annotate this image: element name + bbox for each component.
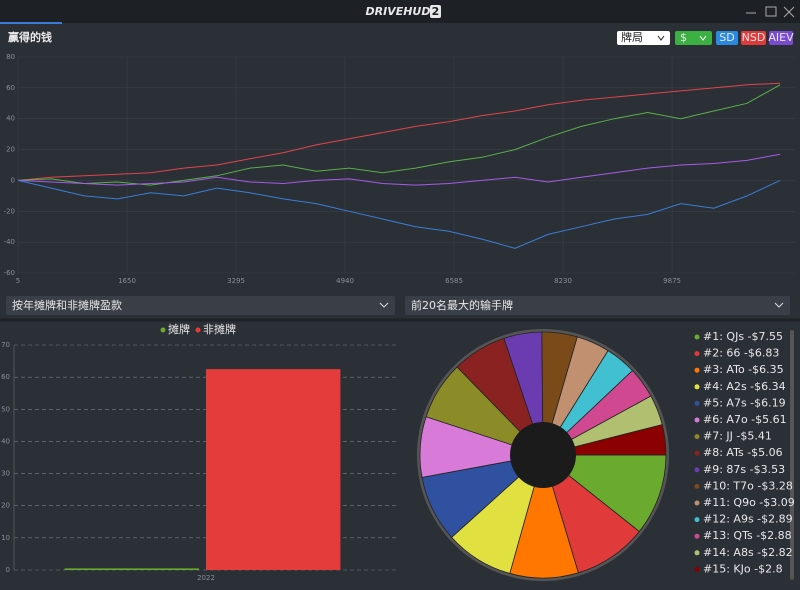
dropdown-text: 前20名最大的输手牌 [411,298,513,312]
x-tick-label: 5 [16,277,20,285]
x-tick-label: 6585 [445,277,463,285]
logo: DRIVEHUD [366,5,431,18]
dropdown[interactable] [405,296,790,315]
y-tick-label: 30 [1,470,10,478]
maximize[interactable] [765,6,777,17]
button-label: SD [719,31,734,44]
bar [206,369,341,570]
legend-swatch [195,327,201,333]
dropdown-arrow [774,302,784,308]
y-tick-label: 40 [1,437,10,445]
y-tick-label: 20 [1,502,10,510]
x-tick-label: 4940 [336,277,354,285]
y-tick-label: 60 [6,84,15,92]
y-tick-label: 0 [11,176,15,184]
x-tick-label: 3295 [227,277,245,285]
currency-select-text: $ [680,31,687,44]
series-line [17,84,781,186]
legend-swatch [694,434,700,440]
series-line [17,179,781,249]
legend-swatch [694,550,700,556]
legend-swatch [694,384,700,390]
legend-label: #10: T7o -$3.28 [703,479,793,492]
legend-label: 非摊牌 [203,322,236,336]
dropdown[interactable] [6,296,395,315]
legend-label: #11: Q9o -$3.09 [703,496,795,509]
legend-swatch [694,334,700,340]
logo-badge-box [430,5,441,18]
y-tick-label: 50 [1,405,10,413]
legend-label: #1: QJs -$7.55 [703,330,783,343]
close[interactable] [783,6,795,18]
legend-label: #8: ATs -$5.06 [703,446,783,459]
legend-label: #5: A7s -$6.19 [703,396,786,409]
y-tick-label: -20 [4,207,15,215]
select-arrow [699,35,707,41]
y-tick-label: 10 [1,534,10,542]
pie-hole [510,422,576,488]
legend-swatch [694,367,700,373]
legend-label: #3: ATo -$6.35 [703,363,784,376]
button-label: AIEV [768,31,794,44]
title-bar [0,0,800,23]
y-tick-label: -60 [4,269,15,277]
legend-swatch [694,351,700,357]
x-tick-label: 9875 [663,277,681,285]
dropdown-arrow [379,302,389,308]
legend-label: #2: 66 -$6.83 [703,347,779,360]
legend-swatch [694,417,700,423]
y-tick-label: 20 [6,146,15,154]
currency-select[interactable] [675,31,712,45]
legend-swatch [694,450,700,456]
dropdown-text: 按年摊牌和非摊牌盈款 [12,298,122,312]
x-tick-label: 2022 [197,574,215,582]
series-line [17,153,781,186]
y-tick-label: 70 [1,341,10,349]
select-arrow [657,35,665,41]
legend-swatch [694,500,700,506]
y-tick-label: -40 [4,238,15,246]
legend-label: 摊牌 [168,322,190,336]
toggle-button[interactable] [769,31,793,45]
legend-label: #4: A2s -$6.34 [703,380,786,393]
legend-swatch [694,400,700,406]
logo-badge: 2 [432,5,440,18]
x-tick-label: 8230 [554,277,572,285]
legend-swatch [694,533,700,539]
accent [0,22,62,24]
section-title: 赢得的钱 [8,30,52,44]
legend-label: #12: A9s -$2.89 [703,513,793,526]
bar [64,568,199,570]
scrollbar[interactable] [790,330,794,580]
button-label: NSD [742,31,766,44]
pie-slice [541,454,667,533]
legend-swatch [694,483,700,489]
legend-label: #14: A8s -$2.82 [703,546,793,559]
legend-label: #13: QTs -$2.88 [703,529,792,542]
toggle-button[interactable] [716,31,738,45]
y-tick-label: 40 [6,115,15,123]
toggle-button[interactable] [741,31,766,45]
pie-slice [542,453,640,574]
x-tick-label: 1650 [118,277,136,285]
button-group: SD NSD AIEV [716,31,794,45]
legend-swatch [694,566,700,572]
legend-swatch [694,467,700,473]
legend-swatch [694,517,700,523]
series-line [17,82,781,181]
y-tick-label: 80 [6,53,15,61]
y-tick-label: 60 [1,373,10,381]
legend-label: #7: JJ -$5.41 [703,430,772,443]
legend-label: #6: A7o -$5.61 [703,413,787,426]
game-select-text: 牌局 [621,30,643,44]
legend-label: #15: KJo -$2.8 [703,562,783,575]
legend-swatch [160,327,166,333]
game-select[interactable] [617,31,670,45]
legend-label: #9: 87s -$3.53 [703,463,785,476]
y-tick-label: 0 [6,566,10,574]
